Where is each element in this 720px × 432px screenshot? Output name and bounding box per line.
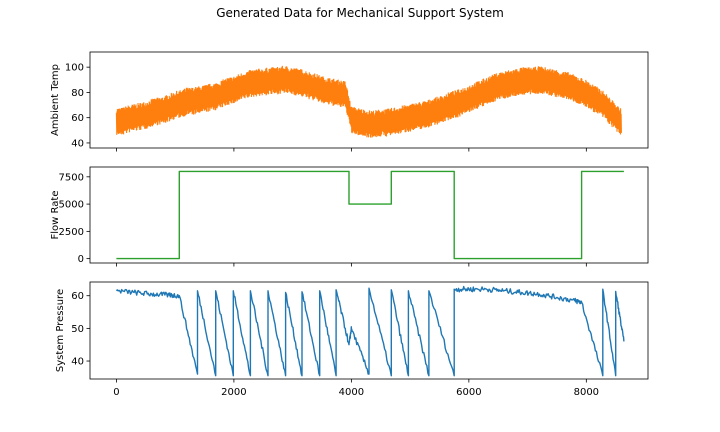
plot-area bbox=[116, 170, 624, 260]
figure-title: Generated Data for Mechanical Support Sy… bbox=[216, 6, 504, 20]
series-line-1 bbox=[115, 65, 622, 138]
y-tick-label: 60 bbox=[71, 113, 84, 124]
axes-frame bbox=[89, 281, 649, 380]
y-tick-label: 40 bbox=[71, 138, 84, 149]
y-axis-label: Flow Rate bbox=[50, 191, 61, 240]
subplot-2: 0 2500 5000 7500 Flow Rate bbox=[50, 166, 649, 267]
axes-frame bbox=[89, 166, 649, 264]
x-tick-label: 2000 bbox=[221, 387, 246, 398]
x-tick-label: 4000 bbox=[339, 387, 364, 398]
axes-frame bbox=[89, 51, 649, 149]
x-tick-label: 0 bbox=[113, 387, 119, 398]
plot-area bbox=[115, 285, 625, 377]
subplot-3: 40 50 60 0 2000 4000 6000 8000 System Pressure bbox=[55, 281, 649, 398]
series-line-1 bbox=[116, 170, 624, 260]
y-tick-label: 0 bbox=[78, 254, 84, 265]
y-tick-label: 7500 bbox=[59, 172, 84, 183]
y-axis-label: Ambient Temp bbox=[50, 64, 61, 136]
y-tick-label: 50 bbox=[71, 324, 84, 335]
y-tick-label: 5000 bbox=[59, 200, 84, 211]
y-axis-label: System Pressure bbox=[55, 289, 66, 372]
y-tick-label: 80 bbox=[71, 88, 84, 99]
y-tick-label: 100 bbox=[65, 63, 84, 74]
y-tick-label: 2500 bbox=[59, 227, 84, 238]
y-tick-label: 60 bbox=[71, 291, 84, 302]
subplot-1: 40 60 80 100 Ambient Temp bbox=[50, 51, 649, 152]
x-tick-label: 8000 bbox=[574, 387, 599, 398]
x-tick-label: 6000 bbox=[456, 387, 481, 398]
plot-area bbox=[115, 65, 622, 138]
series-line-1 bbox=[115, 285, 625, 377]
y-tick-label: 40 bbox=[71, 357, 84, 368]
